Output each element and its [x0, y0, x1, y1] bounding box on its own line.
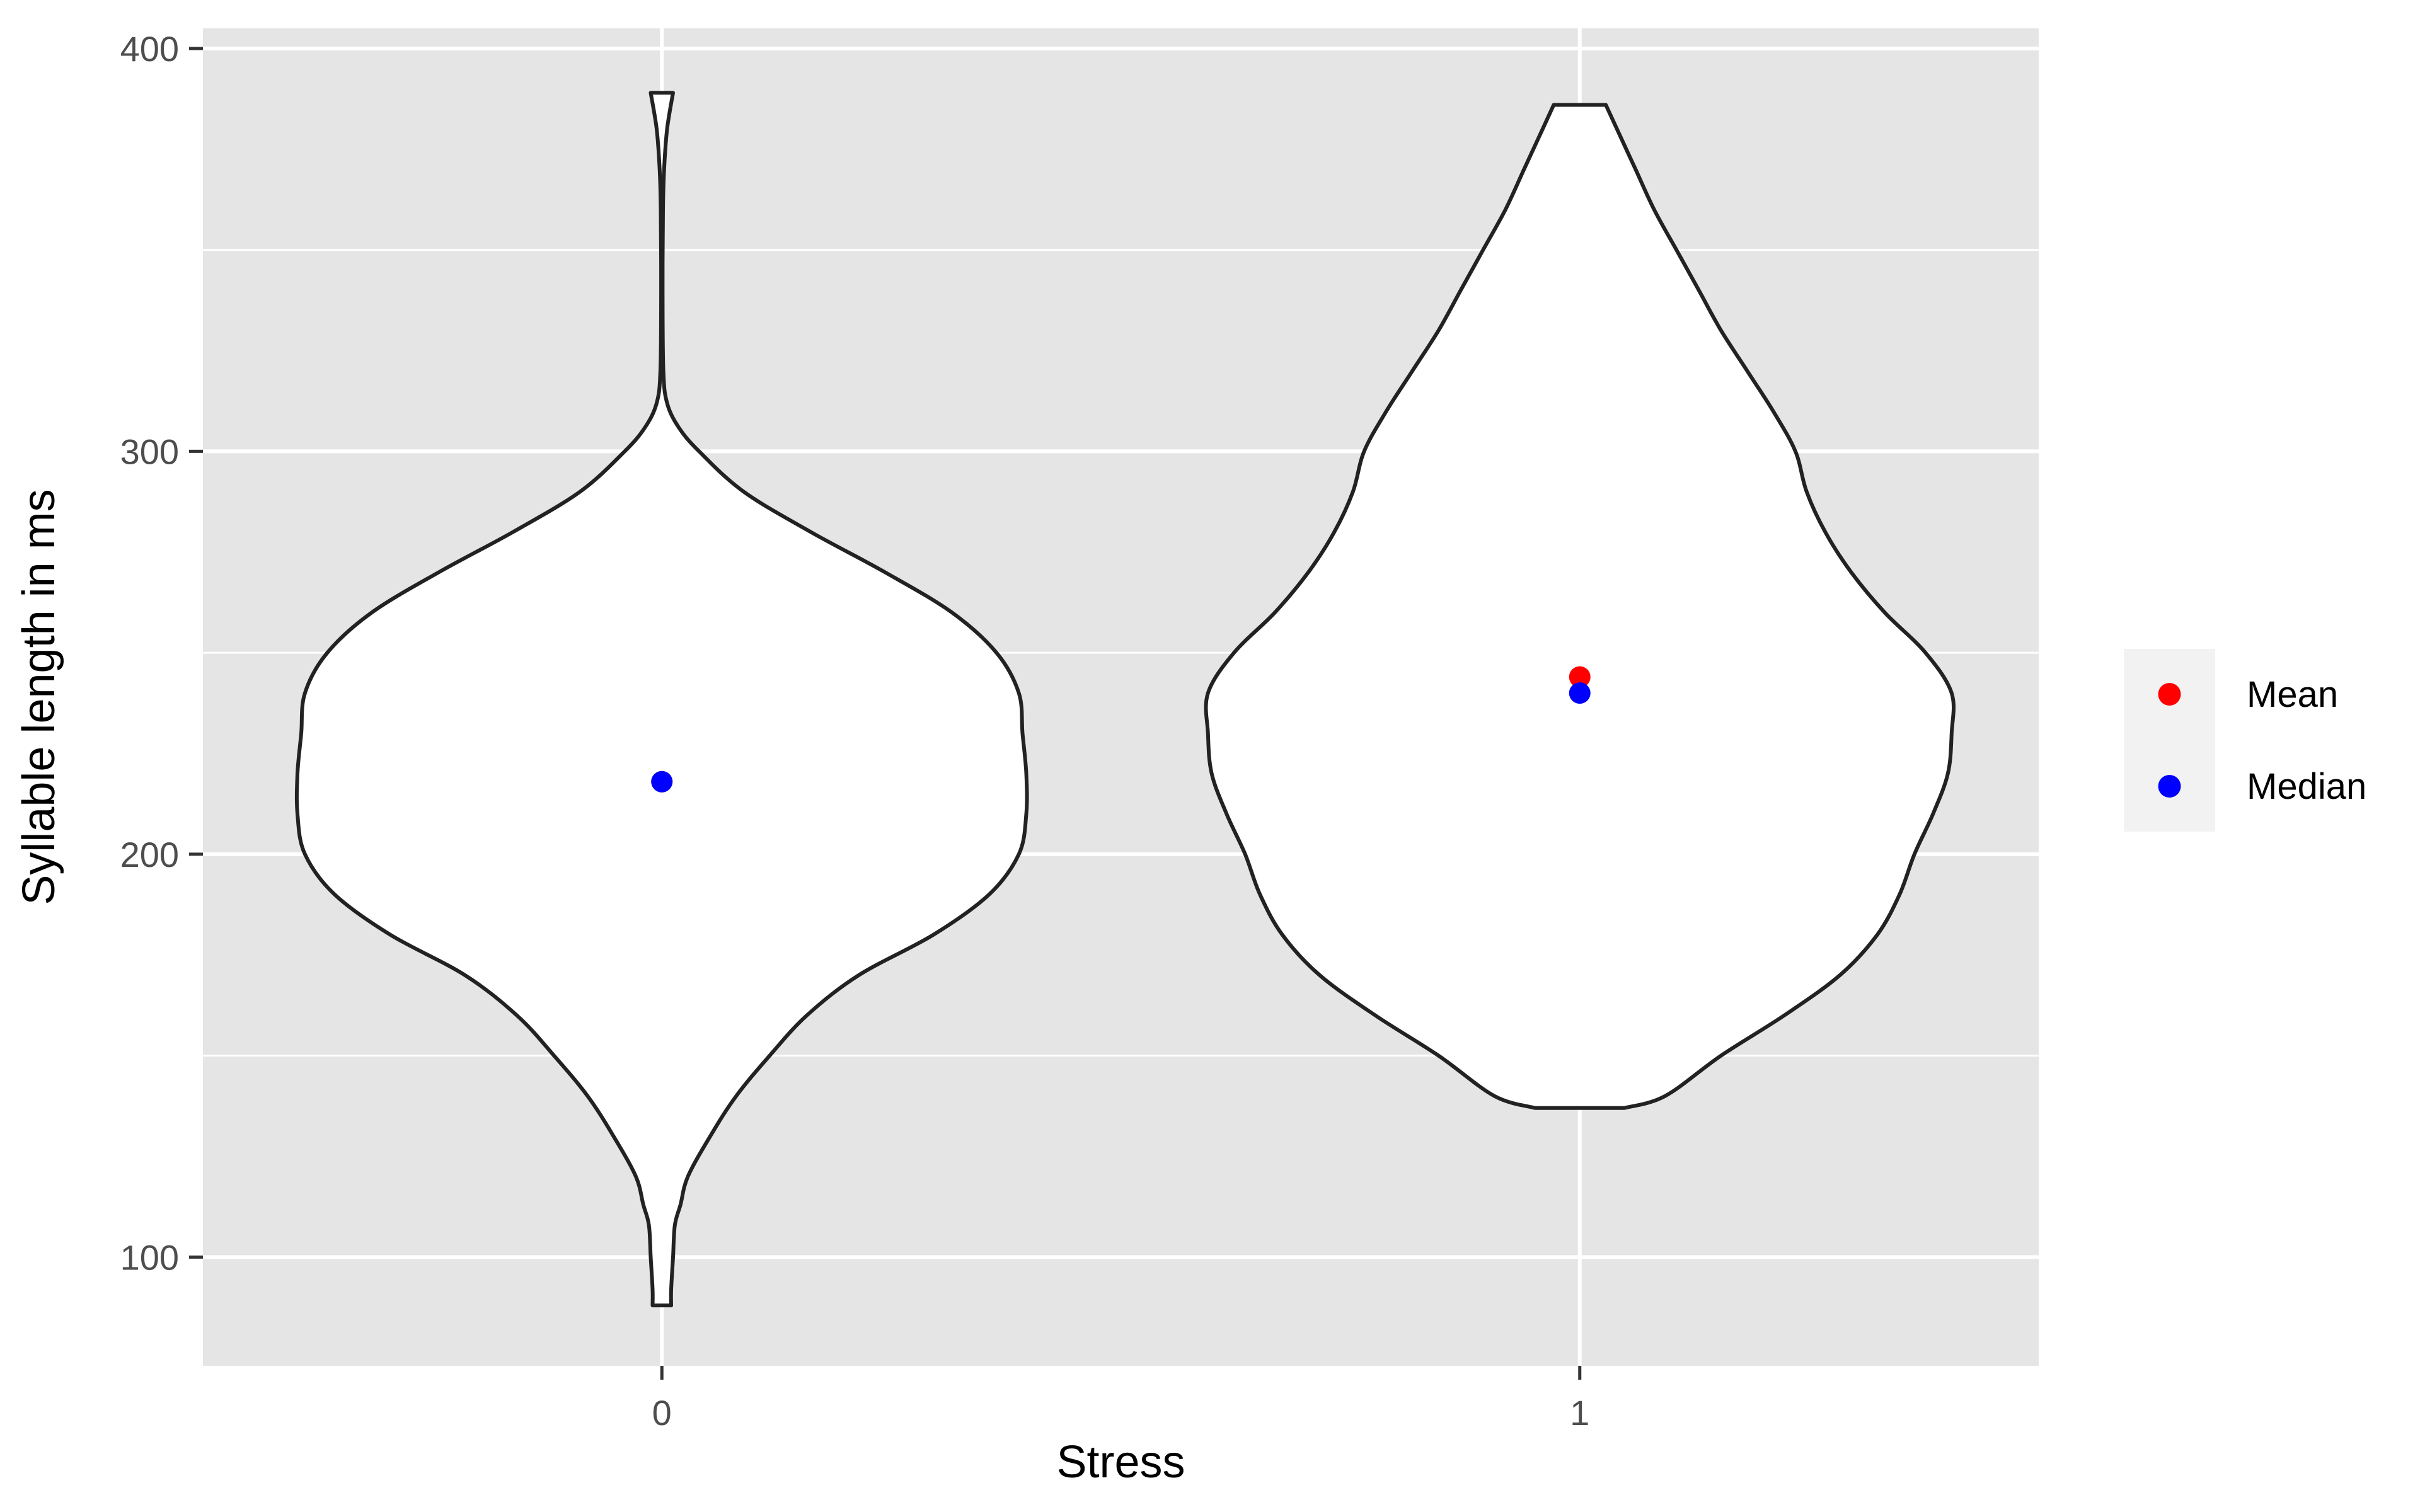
y-axis-title: Syllable length in ms	[14, 489, 64, 905]
violin-layer	[294, 91, 1956, 1308]
legend-label-median: Median	[2247, 766, 2366, 807]
y-tick-label: 200	[120, 835, 179, 874]
violin-0	[294, 91, 1029, 1308]
x-axis-title: Stress	[1056, 1437, 1185, 1487]
median-point	[651, 770, 673, 793]
legend-key-mean	[2158, 683, 2181, 706]
legend-key-background	[2124, 649, 2215, 832]
y-axis: 100 200 300 400	[120, 29, 203, 1277]
median-point	[1569, 682, 1591, 704]
y-tick-label: 100	[120, 1237, 179, 1277]
violin-1	[1204, 103, 1956, 1110]
mean-point	[1569, 666, 1591, 688]
legend-key-median	[2158, 775, 2181, 798]
summary-points	[651, 666, 1591, 793]
legend: Mean Median	[2124, 649, 2366, 832]
y-tick-label: 400	[120, 29, 179, 69]
y-tick-label: 300	[120, 432, 179, 471]
x-tick-label: 1	[1570, 1393, 1589, 1433]
x-tick-label: 0	[652, 1393, 672, 1433]
legend-label-mean: Mean	[2247, 674, 2338, 715]
